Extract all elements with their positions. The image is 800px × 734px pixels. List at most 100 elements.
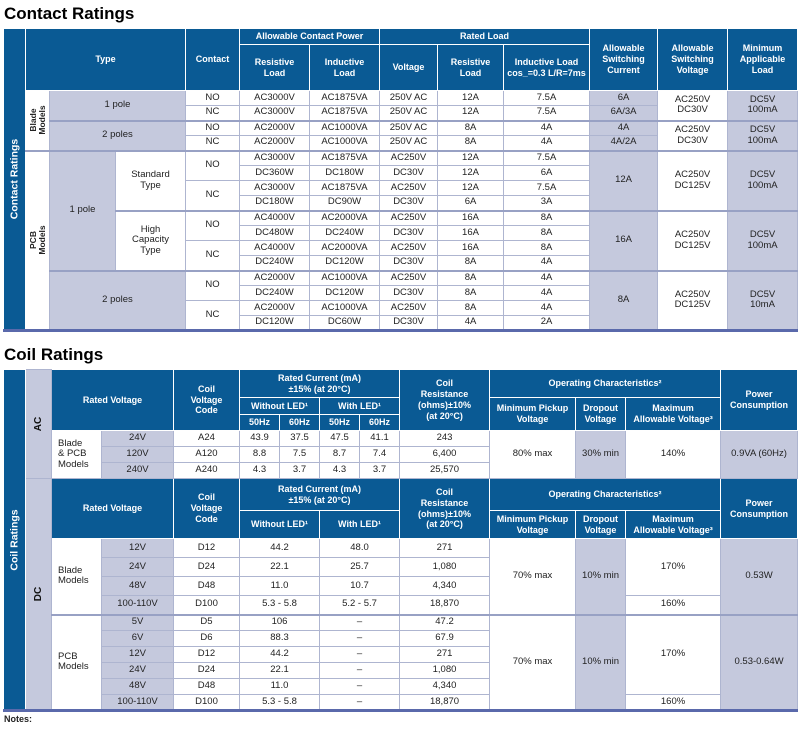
cell: 2A (502, 315, 591, 331)
cell-min-load: DC5V 100mA (727, 209, 799, 271)
cell: DC60W (309, 315, 380, 331)
cell: 4.3 (319, 462, 360, 479)
cell-pickup-voltage: 70% max (489, 613, 577, 711)
col-header-inductive-load: Inductive Load (309, 44, 380, 91)
cell-voltage-code: D12 (173, 646, 240, 663)
cell: AC250V (379, 180, 438, 196)
cell: 4A (502, 300, 591, 316)
cell-pole: 2 poles (49, 269, 186, 331)
col-header-50hz: 50Hz (239, 414, 280, 431)
cell: 7.5A (502, 149, 591, 166)
cell-resistance: 67.9 (399, 630, 491, 647)
cell-min-load: DC5V 100mA (727, 119, 799, 151)
cell-contact: NC (185, 105, 240, 121)
cell: 12A (437, 105, 504, 121)
cell: 3.7 (358, 462, 401, 479)
col-header-operating-characteristics: Operating Characteristics² (489, 369, 722, 398)
col-header-voltage: Voltage (379, 44, 438, 91)
coil-ratings-title: Coil Ratings (4, 345, 104, 364)
cell-rated-voltage: 48V (101, 576, 174, 596)
col-header-coil-resistance: Coil Resistance (ohms)±10% (at 20°C) (399, 369, 491, 431)
cell: 12A (437, 90, 504, 106)
cell-switching-current: 16A (589, 209, 659, 271)
cell: AC2000VA (309, 240, 380, 256)
cell: 12A (437, 149, 504, 166)
cell: AC1875VA (309, 149, 380, 166)
cell-voltage-code: D24 (173, 557, 240, 577)
cell-switching-current: 4A/2A (589, 135, 659, 151)
cell-resistance: 47.2 (399, 613, 491, 631)
cell: 48.0 (318, 538, 401, 558)
cell-max-allowable: 160% (625, 595, 722, 615)
cell: AC2000V (239, 300, 310, 316)
col-header-rated-load: Rated Load (378, 28, 591, 45)
col-header-60hz: 60Hz (279, 414, 320, 431)
cell: DC30V (379, 255, 438, 271)
cell-rated-voltage: 100-110V (101, 595, 174, 615)
cell: 3.7 (279, 462, 320, 479)
cell: – (318, 694, 401, 711)
col-header-contact: Contact (185, 28, 240, 91)
col-header-with-led: With LED¹ (318, 397, 401, 415)
cell-voltage-code: D48 (173, 576, 240, 596)
cell: 10.7 (318, 576, 401, 596)
cell-pickup-voltage: 70% max (489, 538, 577, 615)
cell: AC1875VA (309, 180, 380, 196)
cell: 12A (437, 165, 504, 181)
contact-ratings-table: Contact Ratings Type Contact Allowable C… (3, 28, 799, 332)
contact-ratings-side-label: Contact Ratings (3, 28, 26, 331)
cell-voltage-code: D48 (173, 678, 240, 695)
cell-switching-voltage: AC250V DC30V (657, 119, 729, 151)
cell: 37.5 (279, 430, 320, 447)
cell: AC1000VA (309, 135, 380, 151)
cell-voltage-code: D100 (173, 595, 240, 615)
cell-resistance: 271 (399, 646, 491, 663)
cell: 7.5A (502, 180, 591, 196)
cell: DC30V (379, 285, 438, 301)
cell-rated-voltage: 5V (101, 613, 174, 631)
cell: 8A (502, 240, 591, 256)
cell: DC240W (239, 285, 310, 301)
cell: 8A (502, 209, 591, 226)
cell-voltage-code: D12 (173, 538, 240, 558)
cell: DC30V (379, 165, 438, 181)
cell-type: High Capacity Type (115, 209, 186, 271)
cell-contact: NC (185, 180, 240, 211)
cell-switching-voltage: AC250V DC30V (657, 90, 729, 121)
cell-rated-voltage: 24V (101, 662, 174, 679)
cell: 5.2 - 5.7 (318, 595, 401, 615)
col-header-resistive-load: Resistive Load (239, 44, 310, 91)
cell: DC180W (239, 195, 310, 211)
cell: DC90W (309, 195, 380, 211)
col-header-with-led: With LED¹ (318, 510, 401, 539)
cell: AC3000V (239, 105, 310, 121)
cell: AC3000V (239, 90, 310, 106)
cell-resistance: 4,340 (399, 678, 491, 695)
cell: AC250V (379, 300, 438, 316)
cell: DC30V (379, 315, 438, 331)
cell: 4A (502, 135, 591, 151)
cell: AC2000V (239, 269, 310, 286)
cell-contact: NO (185, 90, 240, 106)
col-header-maximum-allowable-voltage: Maximum Allowable Voltage³ (625, 510, 722, 539)
cell-contact: NC (185, 300, 240, 331)
cell-contact: NO (185, 269, 240, 301)
cell-switching-current: 4A (589, 119, 659, 136)
cell: 5.3 - 5.8 (239, 595, 320, 615)
cell: 8A (502, 225, 591, 241)
cell: DC180W (309, 165, 380, 181)
cell-resistance: 4,340 (399, 576, 491, 596)
col-header-rated-voltage: Rated Voltage (51, 369, 174, 431)
cell: 7.4 (358, 446, 401, 463)
cell: AC4000V (239, 240, 310, 256)
cell: 250V AC (379, 90, 438, 106)
col-header-dropout-voltage: Dropout Voltage (575, 397, 627, 431)
cell: 4.3 (239, 462, 280, 479)
cell: 8.7 (319, 446, 360, 463)
col-header-allowable-contact-power: Allowable Contact Power (239, 28, 380, 45)
cell: DC360W (239, 165, 310, 181)
cell-switching-current: 6A/3A (589, 105, 659, 121)
cell: 8A (437, 135, 504, 151)
cell-rated-voltage: 6V (101, 630, 174, 647)
